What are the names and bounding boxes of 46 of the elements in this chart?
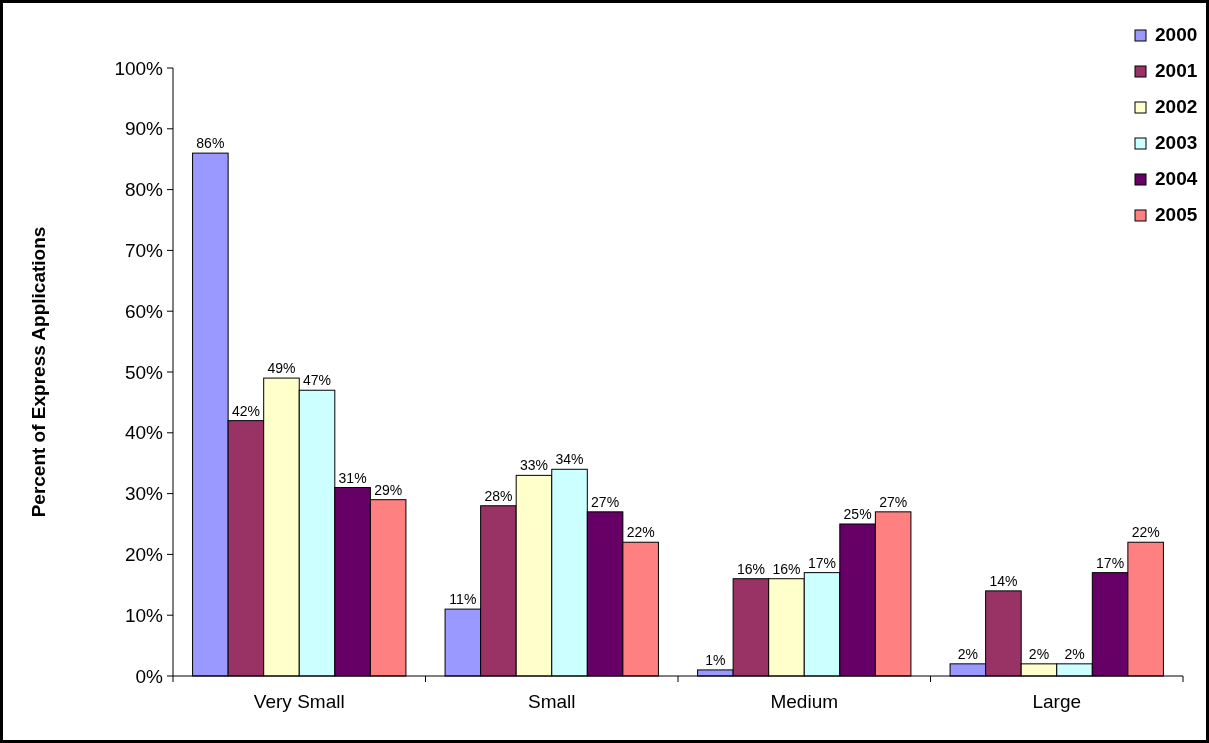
x-tick-label: Very Small <box>253 691 345 712</box>
data-label: 27% <box>879 493 908 510</box>
data-label: 29% <box>374 481 403 498</box>
y-axis-title: Percent of Express Applications <box>28 226 49 518</box>
x-tick-label: Medium <box>770 691 839 712</box>
y-tick-label: 50% <box>124 361 164 383</box>
y-tick-label: 30% <box>124 483 164 505</box>
data-label: 14% <box>989 572 1018 589</box>
data-label: 22% <box>626 524 655 541</box>
data-label: 86% <box>196 135 225 152</box>
y-tick-label: 90% <box>124 118 164 140</box>
data-label: 31% <box>338 469 367 486</box>
data-label: 33% <box>519 457 548 474</box>
y-tick-label: 40% <box>124 422 164 444</box>
y-tick-label: 10% <box>124 604 164 626</box>
data-label: 49% <box>267 360 296 377</box>
data-label: 28% <box>484 487 513 504</box>
y-tick-label: 80% <box>124 179 164 201</box>
data-label: 2% <box>1064 645 1085 662</box>
legend-label: 2001 <box>1155 60 1198 81</box>
data-label: 22% <box>1131 524 1160 541</box>
data-label: 25% <box>843 506 872 522</box>
data-label: 27% <box>591 493 620 510</box>
legend-label: 2005 <box>1155 204 1198 225</box>
data-label: 2% <box>957 645 978 662</box>
x-tick-label: Small <box>527 691 576 712</box>
data-label: 47% <box>303 372 332 389</box>
y-tick-label: 0% <box>135 665 164 687</box>
data-label: 34% <box>555 451 584 468</box>
y-tick-label: 20% <box>124 544 164 566</box>
legend-label: 2004 <box>1155 168 1198 189</box>
y-tick-label: 60% <box>124 300 164 322</box>
x-tick-label: Large <box>1032 691 1082 712</box>
legend-label: 2003 <box>1155 132 1198 153</box>
data-label: 16% <box>736 560 765 577</box>
data-label: 16% <box>772 560 801 577</box>
legend-label: 2002 <box>1155 96 1198 117</box>
y-tick-label: 100% <box>114 57 164 79</box>
data-label: 42% <box>231 402 260 419</box>
y-tick-label: 70% <box>124 240 164 262</box>
data-label: 17% <box>808 554 837 571</box>
legend-label: 2000 <box>1155 24 1198 45</box>
data-label: 1% <box>705 651 726 668</box>
data-label: 2% <box>1028 645 1050 662</box>
data-label: 17% <box>1096 554 1125 571</box>
data-label: 11% <box>449 591 477 608</box>
